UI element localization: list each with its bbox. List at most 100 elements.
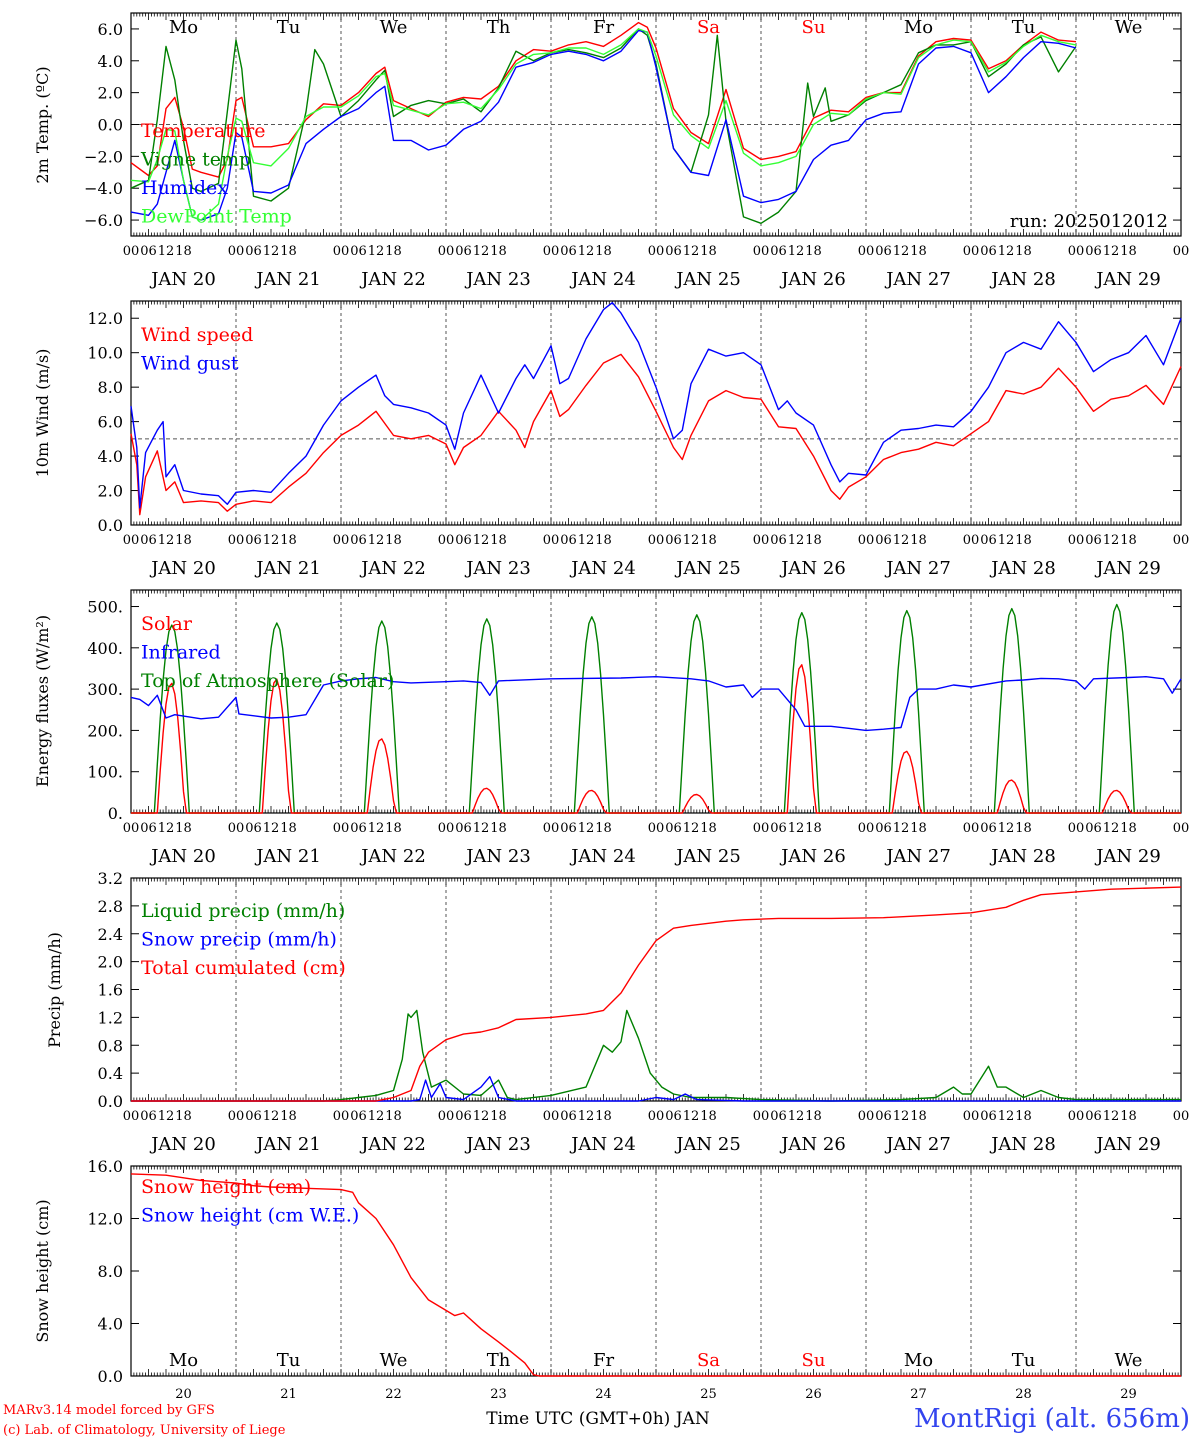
hour-tick-label: 06 <box>875 821 892 836</box>
day-number-label: 25 <box>700 1387 717 1402</box>
hour-tick-label: 18 <box>595 533 612 548</box>
x-tick-marks <box>130 878 1182 1101</box>
legend-entry: Vigne temp <box>140 149 251 171</box>
series-line-2 <box>131 1075 1181 1102</box>
weekday-label: Th <box>487 1350 511 1371</box>
weekday-label: Su <box>802 1350 826 1371</box>
weekday-label: Mo <box>169 17 198 38</box>
hour-tick-label: 06 <box>140 244 157 259</box>
y-tick-label: 0.0 <box>98 1092 123 1111</box>
hour-tick-label: 12 <box>473 1109 490 1124</box>
hour-tick-label: 12 <box>683 1109 700 1124</box>
hour-tick-label: 12 <box>998 533 1015 548</box>
hour-tick-label: 06 <box>560 1109 577 1124</box>
hour-tick-label: 06 <box>140 821 157 836</box>
y-tick-label: 1.2 <box>98 1008 123 1027</box>
hour-tick-label: 18 <box>490 244 507 259</box>
date-label: JAN 20 <box>149 846 216 867</box>
hour-tick-label: 18 <box>280 244 297 259</box>
hour-tick-label: 06 <box>875 1109 892 1124</box>
date-label: JAN 28 <box>989 1134 1056 1155</box>
y-tick-label: 300. <box>87 680 123 699</box>
y-tick-label: 16.0 <box>87 1157 123 1176</box>
legend-entry: DewPoint Temp <box>141 206 292 228</box>
y-tick-label: 400. <box>87 639 123 658</box>
legend-entry: Humidex <box>141 177 228 199</box>
day-number-label: 27 <box>910 1387 927 1402</box>
y-tick-label: 8.0 <box>98 1262 123 1281</box>
legend-entry: Solar <box>141 613 193 635</box>
hour-tick-label: 00 <box>858 244 875 259</box>
legend-entry: Snow precip (mm/h) <box>141 929 337 951</box>
date-label: JAN 24 <box>569 1134 636 1155</box>
date-label: JAN 20 <box>149 269 216 290</box>
weekday-label: Su <box>802 17 826 38</box>
hour-tick-label: 00 <box>228 533 245 548</box>
date-label: JAN 22 <box>359 558 426 579</box>
hour-tick-label: 00 <box>648 821 665 836</box>
hour-tick-label: 00 <box>753 821 770 836</box>
hour-tick-label: 00 <box>1068 533 1085 548</box>
hour-tick-label: 00 <box>963 533 980 548</box>
plot-frame <box>130 300 1182 526</box>
station-label: MontRigi (alt. 656m) <box>914 1404 1190 1434</box>
hour-tick-label: 06 <box>875 533 892 548</box>
hour-tick-label: 06 <box>875 244 892 259</box>
series-line-2 <box>130 28 1077 224</box>
y-tick-label: 100. <box>87 763 123 782</box>
hour-tick-label: 00 <box>123 244 140 259</box>
date-label: JAN 26 <box>779 846 846 867</box>
x-tick-marks <box>130 1166 1182 1376</box>
solar-line <box>131 664 1181 814</box>
day-number-label: 22 <box>385 1387 402 1402</box>
model-credit-text: MARv3.14 model forced by GFS <box>3 1403 215 1418</box>
hour-tick-label: 12 <box>683 821 700 836</box>
date-label: JAN 29 <box>1094 558 1161 579</box>
hour-tick-label: 00 <box>543 244 560 259</box>
hour-tick-label: 06 <box>1085 533 1102 548</box>
legend-entry: Wind gust <box>141 353 239 375</box>
hour-tick-label: 06 <box>245 533 262 548</box>
hour-tick-label: 12 <box>158 533 175 548</box>
hour-tick-label: 18 <box>700 1109 717 1124</box>
hour-tick-label: 18 <box>910 533 927 548</box>
date-label: JAN 24 <box>569 269 636 290</box>
date-label: JAN 23 <box>464 558 531 579</box>
hour-tick-label: 06 <box>665 533 682 548</box>
hour-tick-label: 18 <box>1015 1109 1032 1124</box>
y-tick-label: 6.0 <box>98 413 123 432</box>
hour-tick-label: 00 <box>963 244 980 259</box>
weekday-label: Mo <box>904 1350 933 1371</box>
hour-tick-label: 12 <box>473 533 490 548</box>
x-tick-marks <box>130 13 1182 236</box>
hour-tick-label: 12 <box>1103 821 1120 836</box>
hour-tick-label: 00 <box>438 821 455 836</box>
hour-tick-label: 00 <box>438 1109 455 1124</box>
weekday-label: We <box>1115 1350 1143 1371</box>
hour-tick-label: 18 <box>385 244 402 259</box>
hour-tick-label: 18 <box>910 821 927 836</box>
y-tick-label: 2.0 <box>98 953 123 972</box>
date-label: JAN 20 <box>149 558 216 579</box>
hour-tick-label: 06 <box>770 821 787 836</box>
hour-tick-label: 18 <box>490 821 507 836</box>
y-tick-label: 0.0 <box>98 116 123 135</box>
hour-tick-label: 18 <box>1120 821 1137 836</box>
y-tick-label: 4.0 <box>98 447 123 466</box>
hour-tick-label: 12 <box>893 533 910 548</box>
day-number-label: 20 <box>175 1387 192 1402</box>
hour-tick-label: 00 <box>858 1109 875 1124</box>
weekday-label: Tu <box>1012 17 1036 38</box>
legend-entry: Temperature <box>141 120 265 142</box>
hour-tick-label: 12 <box>263 533 280 548</box>
hour-tick-label: 18 <box>805 533 822 548</box>
hour-tick-label: 12 <box>788 821 805 836</box>
hour-tick-label: 18 <box>385 821 402 836</box>
date-label: JAN 21 <box>254 846 321 867</box>
series-line-1 <box>130 353 1182 516</box>
weekday-label: Sa <box>697 17 720 38</box>
day-number-label: 26 <box>805 1387 822 1402</box>
hour-tick-label: 12 <box>473 244 490 259</box>
y-axis-label: Precip (mm/h) <box>45 932 64 1048</box>
hour-tick-label: 00 <box>753 533 770 548</box>
